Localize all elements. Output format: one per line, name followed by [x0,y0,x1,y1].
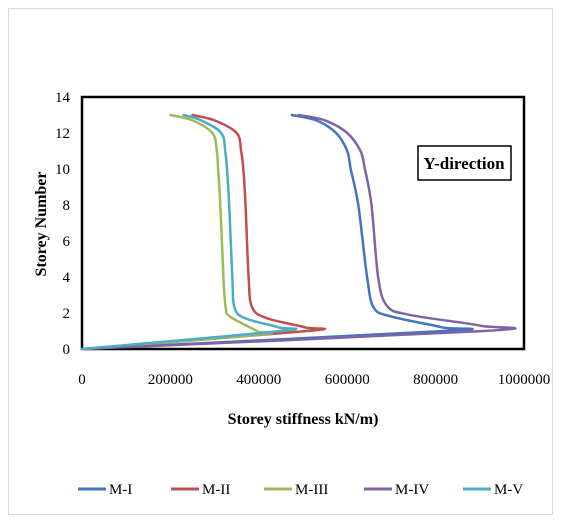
y-tick-label: 4 [63,270,71,286]
series-line-m-ii [80,113,327,351]
series-line-m-iii [80,113,274,351]
series-layer [80,113,517,351]
series-line-m-v [80,113,298,351]
x-tick-label: 0 [78,372,86,388]
x-tick-label: 200000 [148,372,193,388]
y-tick-label: 8 [63,198,71,214]
legend-label-m-i: M-I [109,482,132,498]
legend-label-m-iii: M-III [295,482,328,498]
plot-area-border [80,95,526,351]
y-tick-label: 10 [55,162,70,178]
legend-label-m-ii: M-II [202,482,230,498]
annotation-box [417,145,512,181]
y-axis-ticks: 0 2 4 6 8 10 12 14 [55,90,71,358]
x-tick-label: 400000 [236,372,281,388]
y-tick-label: 12 [55,126,70,142]
legend-label-m-v: M-V [494,482,523,498]
y-tick-label: 14 [55,90,71,106]
direction-annotation: Y-direction [417,145,512,181]
y-axis-title: Storey Number [33,171,50,276]
y-tick-label: 2 [63,306,71,322]
x-tick-label: 800000 [413,372,458,388]
x-axis-title: Storey stiffness kN/m) [228,411,379,428]
x-tick-label: 600000 [325,372,370,388]
x-axis-ticks: 0 200000 400000 600000 800000 1000000 [78,372,550,388]
x-tick-label: 1000000 [498,372,551,388]
y-tick-label: 0 [63,342,71,358]
y-tick-label: 6 [63,234,71,250]
legend: M-I M-II M-III M-IV M-V [78,482,523,498]
annotation-label: Y-direction [423,154,505,173]
series-line-m-iv [80,113,517,351]
chart-frame [8,8,553,515]
legend-label-m-iv: M-IV [395,482,429,498]
series-line-m-i [80,113,474,351]
